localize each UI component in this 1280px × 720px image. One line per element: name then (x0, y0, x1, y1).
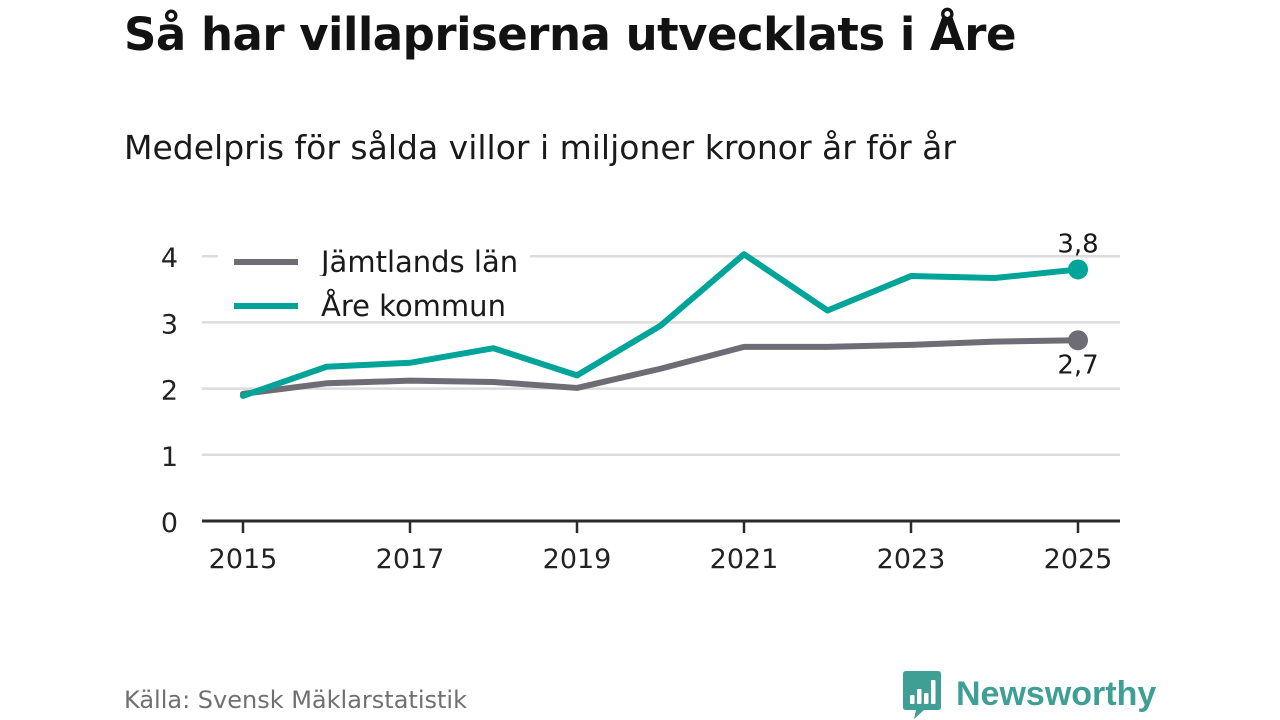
x-tick-label: 2019 (543, 544, 612, 575)
brand-name: Newsworthy (956, 674, 1157, 713)
brand-logo: Newsworthy (902, 668, 1156, 720)
series-line (240, 337, 1081, 397)
source-note: Källa: Svensk Mäklarstatistik (124, 686, 467, 714)
y-tick-label: 2 (161, 376, 178, 407)
y-tick-label: 0 (161, 508, 178, 539)
legend-label: Åre kommun (321, 289, 506, 323)
end-point-marker (1068, 330, 1088, 351)
x-tick-label: 2015 (209, 544, 278, 575)
end-value-label: 3,8 (1057, 229, 1098, 259)
series-line (240, 251, 1081, 399)
y-tick-label: 4 (161, 243, 178, 274)
y-tick-label: 1 (161, 442, 178, 473)
bar-chart-speech-bubble-icon (903, 671, 941, 719)
chart-title: Så har villapriserna utvecklats i Åre (124, 8, 1016, 61)
end-value-label: 2,7 (1057, 350, 1098, 380)
end-point-marker (1068, 259, 1088, 280)
x-tick-label: 2017 (376, 544, 445, 575)
x-tick-label: 2021 (710, 544, 779, 575)
legend-background (218, 276, 530, 318)
x-tick-label: 2025 (1044, 544, 1113, 575)
x-tick-label: 2023 (877, 544, 946, 575)
legend-label: Jämtlands län (319, 245, 518, 279)
y-tick-label: 3 (161, 309, 178, 340)
legend-background (218, 232, 530, 274)
chart-subtitle: Medelpris för sålda villor i miljoner kr… (124, 128, 956, 167)
